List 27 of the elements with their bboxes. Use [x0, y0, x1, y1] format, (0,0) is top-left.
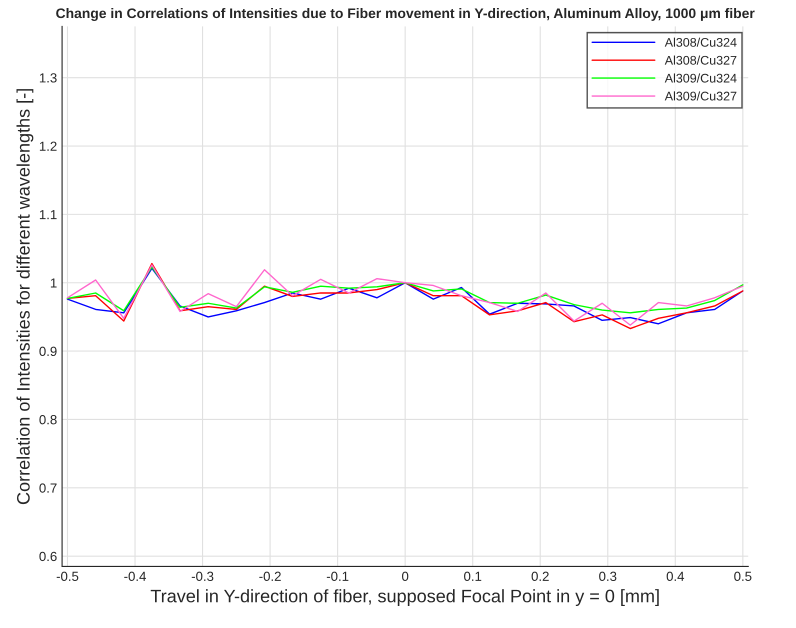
y-axis-title: Correlation of Intensities for different wavelengths [-] [16, 89, 34, 504]
legend-label: Al309/Cu327 [664, 91, 736, 101]
x-tick-label: 0 [402, 572, 408, 582]
y-tick-label: 1 [50, 278, 57, 288]
x-axis-title: Travel in Y-direction of fiber, supposed Focal Point in y = 0 [mm] [150, 589, 659, 606]
line-series [66, 266, 744, 314]
x-tick-label: -0.2 [259, 572, 281, 582]
x-tick-label: -0.4 [124, 572, 146, 582]
x-tick-label: -0.5 [56, 572, 78, 582]
x-tick-label: 0.1 [464, 572, 482, 582]
chart-title: Change in Correlations of Intensities due to Fiber movement in Y-direction, Aluminum Alloy, 1000 μm fiber [56, 8, 755, 21]
y-tick-label: 1.2 [40, 142, 57, 151]
x-tick-label: 0.5 [734, 572, 752, 582]
y-tick-label: 1.3 [40, 73, 57, 83]
x-tick-label: -0.1 [326, 572, 348, 582]
x-tick-label: 0.2 [532, 572, 549, 582]
x-tick-label: -0.3 [192, 572, 214, 582]
x-tick-label: 0.4 [666, 572, 684, 582]
y-tick-label: 0.8 [39, 415, 57, 424]
y-tick-label: 1.1 [40, 210, 57, 220]
legend-label: Al308/Cu327 [664, 56, 736, 65]
y-tick-label: 0.9 [39, 346, 57, 356]
y-tick-label: 0.6 [39, 552, 57, 562]
y-tick-label: 0.7 [39, 483, 57, 493]
x-tick-label: 0.3 [599, 572, 616, 582]
legend-label: Al309/Cu324 [664, 73, 737, 83]
legend-label: Al308/Cu324 [664, 38, 737, 47]
